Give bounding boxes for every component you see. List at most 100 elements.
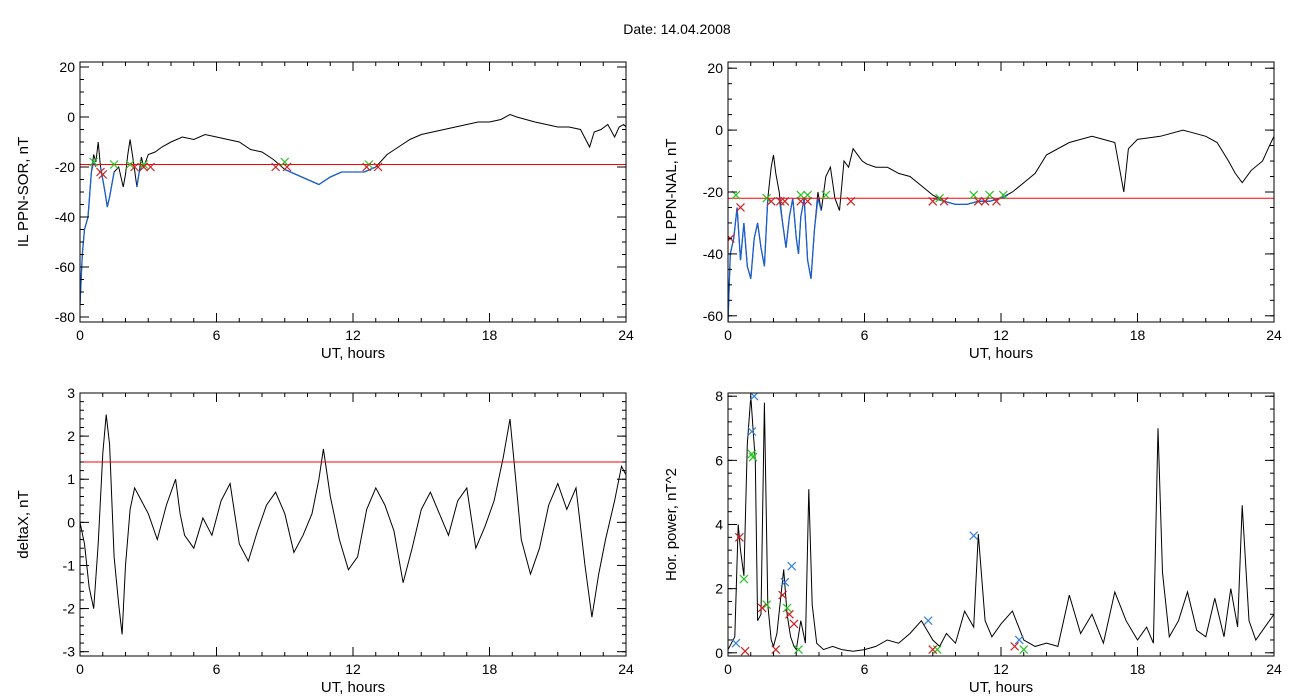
y-tick-label: -3: [63, 644, 76, 660]
marker-green: [109, 160, 119, 169]
marker-red: [803, 196, 813, 206]
x-tick-label: 0: [76, 327, 84, 343]
x-tick-label: 6: [213, 327, 221, 343]
x-tick-label: 18: [482, 661, 498, 677]
marker-red: [766, 196, 776, 206]
y-tick-label: -20: [55, 159, 75, 175]
marker-red: [362, 162, 372, 172]
x-tick-label: 18: [1130, 327, 1146, 343]
x-tick-label: 6: [861, 661, 869, 677]
series-layer: [728, 393, 1274, 656]
marker-red: [1010, 641, 1020, 651]
x-tick-label: 12: [345, 661, 361, 677]
chart-panel-deltax: 0 6 12 18 24 3 2 1 0 -1 -2 -3 UT, hours deltaX, nT: [15, 385, 634, 696]
highlight-segment: [136, 166, 142, 188]
marker-red: [785, 609, 794, 619]
series-layer: [728, 129, 1274, 322]
y-tick-label: 8: [715, 388, 723, 404]
y-tick-label: 20: [707, 60, 723, 76]
marker-red: [928, 196, 938, 206]
marker-blue: [969, 531, 979, 541]
series-line: [80, 113, 626, 305]
y-axis-label: Hor. power, nT^2: [663, 468, 680, 581]
highlight-segment: [284, 166, 377, 186]
highlight-segment: [80, 159, 97, 305]
axis-layer: 0 6 12 18 24 8 6 4 2 0: [715, 388, 1282, 677]
y-tick-label: 2: [715, 581, 723, 597]
y-tick-label: 0: [67, 109, 75, 125]
marker-red: [139, 162, 149, 172]
highlight-segment: [932, 194, 1009, 206]
marker-green: [747, 449, 757, 459]
y-tick-label: 3: [67, 385, 75, 401]
marker-red: [734, 532, 744, 542]
highlight-segment: [728, 198, 769, 322]
marker-blue: [923, 616, 933, 626]
marker-red: [992, 196, 1001, 206]
marker-green: [969, 190, 979, 200]
marker-red: [771, 645, 781, 655]
x-tick-label: 24: [1266, 661, 1282, 677]
marker-red: [757, 603, 767, 613]
x-tick-label: 24: [618, 661, 634, 677]
axis-layer: 0 6 12 18 24 3 2 1 0 -1 -2 -3: [63, 385, 634, 677]
x-tick-label: 0: [724, 661, 732, 677]
highlight-segment: [99, 166, 115, 208]
marker-green: [280, 157, 290, 167]
marker-red: [373, 162, 383, 172]
axis-layer: 0 6 12 18 24 20 0 -20 -40 -60: [703, 60, 1282, 343]
marker-red: [146, 162, 155, 172]
marker-green: [762, 193, 772, 203]
marker-red: [736, 203, 745, 212]
y-axis-label: IL PPN-SOR, nT: [15, 137, 32, 247]
y-tick-label: -1: [63, 557, 76, 573]
y-tick-label: -60: [703, 308, 723, 324]
marker-green: [782, 603, 792, 613]
y-tick-label: -2: [63, 601, 76, 617]
y-tick-label: 6: [715, 452, 723, 468]
y-tick-label: -40: [703, 246, 723, 262]
y-axis-label: IL PPN-NAL, nT: [663, 139, 680, 246]
page-title: Date: 14.04.2008: [623, 21, 731, 37]
marker-red: [778, 590, 788, 600]
marker-green: [762, 600, 772, 610]
marker-green: [89, 157, 99, 167]
marker-red: [282, 162, 292, 172]
y-tick-label: -40: [55, 209, 75, 225]
marker-red: [130, 162, 140, 172]
marker-green: [935, 193, 944, 203]
marker-red: [928, 645, 938, 655]
x-tick-label: 0: [76, 661, 84, 677]
y-tick-label: 2: [67, 428, 75, 444]
y-tick-label: 4: [715, 517, 723, 533]
x-tick-label: 6: [861, 327, 869, 343]
y-tick-label: 20: [59, 59, 75, 75]
y-axis-label: deltaX, nT: [15, 490, 32, 558]
series-layer: [80, 113, 626, 305]
plot-frame: [79, 61, 627, 323]
marker-red: [740, 646, 750, 656]
marker-red: [980, 196, 990, 206]
marker-red: [789, 619, 799, 629]
x-axis-label: UT, hours: [969, 345, 1033, 362]
x-tick-label: 6: [213, 661, 221, 677]
marker-red: [271, 162, 281, 172]
series-layer: [80, 414, 626, 635]
series-line: [80, 414, 626, 635]
marker-blue: [780, 577, 790, 587]
marker-green: [748, 452, 758, 462]
series-line: [728, 396, 1274, 652]
marker-red: [780, 196, 790, 206]
marker-green: [1019, 645, 1029, 655]
marker-green: [139, 160, 149, 169]
marker-green: [821, 190, 831, 200]
x-axis-label: UT, hours: [969, 679, 1033, 696]
x-axis-label: UT, hours: [321, 345, 385, 362]
axis-layer: 0 6 12 18 24 20 0 -20 -40 -60 -80: [55, 59, 634, 343]
x-tick-label: 24: [618, 327, 634, 343]
marker-blue: [1014, 635, 1024, 645]
y-tick-label: 0: [67, 514, 75, 530]
marker-blue: [731, 638, 741, 648]
marker-green: [932, 645, 942, 655]
y-tick-label: -60: [55, 259, 75, 275]
